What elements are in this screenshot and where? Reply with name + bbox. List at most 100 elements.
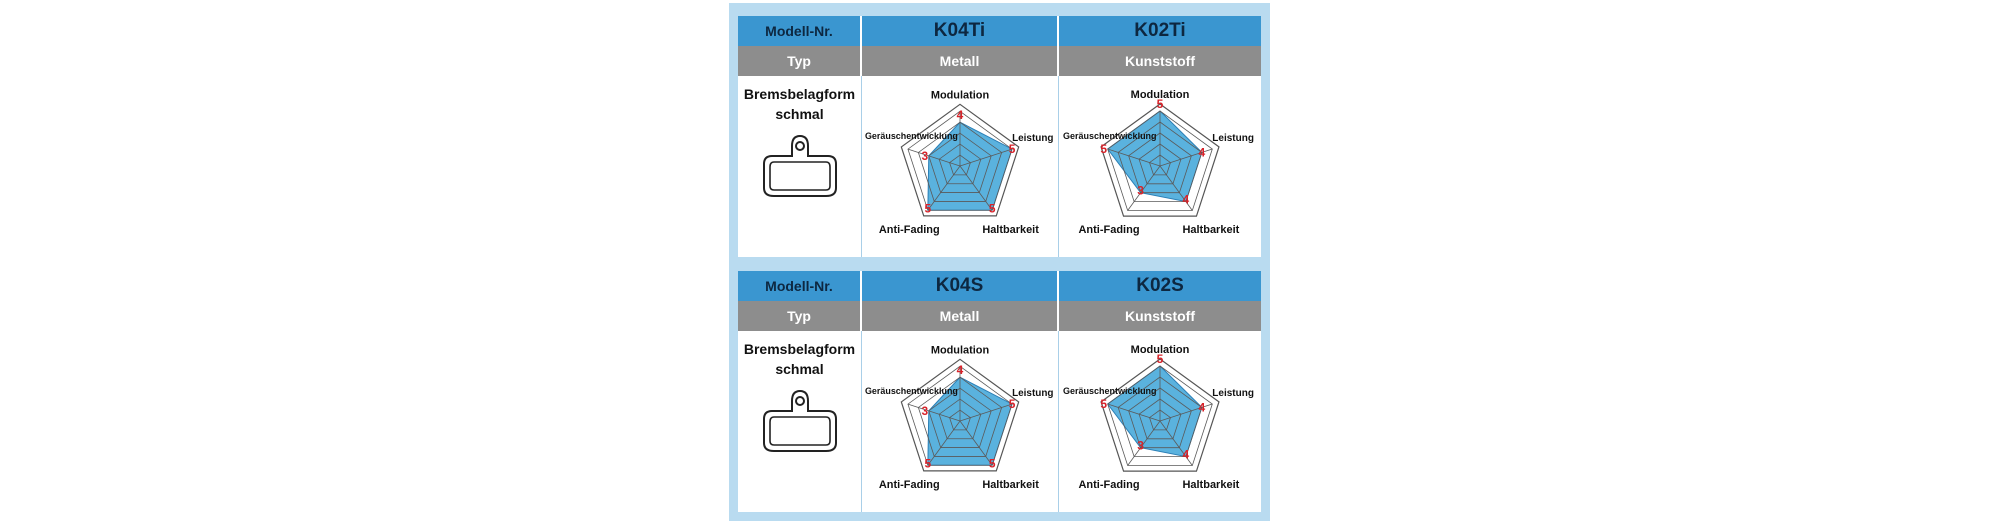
material-label: Metall: [862, 46, 1059, 76]
radar-outer-frame: [1100, 103, 1220, 217]
radar-spoke: [959, 165, 993, 211]
radar-grid-ring: [928, 387, 992, 448]
radar-grid-ring: [1107, 110, 1213, 211]
pad-shape-label: Bremsbelagform schmal: [744, 339, 855, 379]
radar-value-label: 5: [989, 456, 996, 470]
radar-axis-label: Leistung: [1012, 388, 1053, 399]
radar-value-label: 5: [1009, 142, 1016, 156]
type-header-label: Typ: [738, 46, 862, 76]
radar-cell: Modulation Leistung Haltbarkeit Anti-Fading…: [1059, 331, 1261, 512]
radar-grid-ring: [1117, 121, 1203, 202]
radar-spoke: [907, 148, 961, 167]
radar-value-label: 4: [957, 108, 964, 122]
radar-value-label: 3: [1137, 439, 1144, 453]
radar-cell: Modulation Leistung Haltbarkeit Anti-Fading…: [862, 331, 1059, 512]
radar-axis-label: Haltbarkeit: [982, 479, 1039, 491]
radar-grid-ring: [1149, 154, 1171, 176]
radar-spoke: [1127, 420, 1161, 466]
radar-outer-frame: [1100, 358, 1220, 472]
radar-axis-label: Haltbarkeit: [1182, 224, 1239, 236]
radar-grid-ring: [949, 409, 971, 431]
model-code: K04Ti: [862, 16, 1059, 46]
radar-value-label: 4: [1183, 193, 1190, 207]
comparison-frame: Modell-Nr. K04Ti K02Ti Typ Metall Kunsts…: [729, 3, 1270, 521]
radar-spoke: [927, 165, 961, 211]
radar-axis-label: Anti-Fading: [1078, 224, 1139, 236]
radar-outer-frame: [900, 103, 1020, 217]
radar-grid-ring: [1149, 409, 1171, 431]
radar-spoke: [959, 420, 993, 466]
radar-spoke: [1159, 148, 1213, 167]
radar-axis-label: Geräuschentwicklung: [865, 131, 958, 141]
type-row: Typ Metall Kunststoff: [738, 46, 1261, 76]
brake-pad-icon: [762, 389, 837, 452]
radar-spoke: [1159, 420, 1193, 466]
radar-axis-label: Modulation: [931, 89, 989, 101]
radar-value-label: 4: [1183, 448, 1190, 462]
radar-value-label: 5: [925, 201, 932, 215]
radar-axis-label: Leistung: [1212, 388, 1254, 399]
radar-grid-ring: [938, 143, 982, 185]
radar-chart: Modulation Leistung Haltbarkeit Anti-Fading…: [1063, 344, 1254, 491]
radar-axis-label: Anti-Fading: [1078, 479, 1139, 491]
radar-value-label: 5: [1009, 397, 1016, 411]
model-code: K02Ti: [1134, 20, 1186, 41]
type-row: Typ Metall Kunststoff: [738, 301, 1261, 331]
radar-value-label: 5: [989, 201, 996, 215]
radar-axis-label: Modulation: [931, 344, 989, 356]
radar-value-label: 5: [1157, 97, 1164, 111]
radar-spoke: [1107, 403, 1161, 422]
radar-value-label: 5: [1157, 352, 1164, 366]
comparison-table-bottom: Modell-Nr. K04S K02S Typ Metall Kunststo…: [738, 271, 1261, 512]
radar-axis-label: Modulation: [1131, 89, 1190, 101]
radar-axis-label: Leistung: [1212, 133, 1254, 144]
radar-value-label: 3: [921, 149, 928, 163]
radar-grid-ring: [928, 132, 992, 193]
material-label: Metall: [862, 301, 1059, 331]
radar-spoke: [927, 420, 961, 466]
model-code: K02S: [1136, 275, 1184, 296]
chart-row: Bremsbelagform schmal Modulation Leistung…: [738, 331, 1261, 512]
radar-grid-ring: [1117, 376, 1203, 457]
radar-axis-label: Haltbarkeit: [982, 224, 1039, 236]
radar-grid-ring: [1138, 143, 1182, 185]
radar-axis-label: Anti-Fading: [879, 479, 940, 491]
radar-spoke: [959, 148, 1013, 167]
radar-chart: Modulation Leistung Haltbarkeit Anti-Fading…: [865, 344, 1054, 491]
radar-grid-ring: [907, 110, 1013, 211]
model-code: K04S: [862, 271, 1059, 301]
radar-cell: Modulation Leistung Haltbarkeit Anti-Fading…: [1059, 76, 1261, 257]
type-header-label: Typ: [738, 301, 862, 331]
model-header-label: Modell-Nr.: [738, 271, 862, 301]
pad-shape-label-line2: schmal: [775, 361, 824, 377]
radar-axis-label: Anti-Fading: [879, 224, 940, 236]
radar-spoke: [907, 403, 961, 422]
radar-grid-ring: [1138, 398, 1182, 440]
radar-value-label: 4: [1199, 400, 1206, 414]
radar-value-label: 4: [1199, 145, 1206, 159]
radar-grid-ring: [949, 154, 971, 176]
radar-spoke: [959, 403, 1013, 422]
pad-shape-cell: Bremsbelagform schmal: [738, 331, 862, 512]
brake-pad-icon: [762, 134, 837, 197]
material-label: Kunststoff: [1125, 308, 1195, 324]
radar-spoke: [1107, 148, 1161, 167]
radar-grid-ring: [917, 121, 1003, 202]
radar-value-label: 4: [957, 363, 964, 377]
model-row: Modell-Nr. K04S K02S: [738, 271, 1261, 301]
pad-shape-label-line1: Bremsbelagform: [743, 341, 856, 357]
radar-grid-ring: [938, 398, 982, 440]
model-header-label: Modell-Nr.: [738, 16, 862, 46]
radar-spoke: [1127, 165, 1161, 211]
pad-shape-cell: Bremsbelagform schmal: [738, 76, 862, 257]
radar-chart: Modulation Leistung Haltbarkeit Anti-Fading…: [865, 89, 1054, 236]
radar-value-label: 5: [1100, 397, 1107, 411]
model-row: Modell-Nr. K04Ti K02Ti: [738, 16, 1261, 46]
radar-axis-label: Geräuschentwicklung: [865, 386, 958, 396]
radar-value-label: 3: [921, 404, 928, 418]
radar-value-label: 5: [925, 456, 932, 470]
radar-axis-label: Leistung: [1012, 133, 1053, 144]
radar-grid-ring: [907, 365, 1013, 466]
radar-grid-ring: [1128, 132, 1192, 194]
radar-axis-label: Haltbarkeit: [1182, 479, 1239, 491]
